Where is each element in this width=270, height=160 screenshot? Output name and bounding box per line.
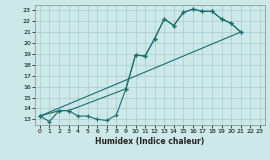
X-axis label: Humidex (Indice chaleur): Humidex (Indice chaleur) xyxy=(95,137,204,146)
